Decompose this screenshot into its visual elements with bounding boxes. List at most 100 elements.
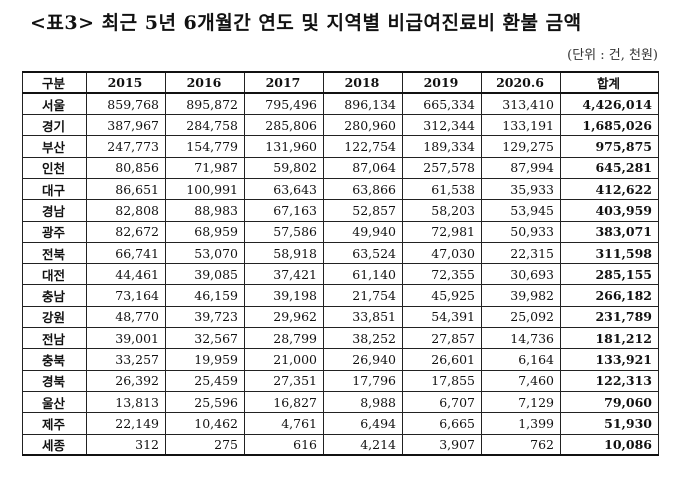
value-cell: 88,983 <box>165 199 245 222</box>
value-cell: 87,064 <box>323 156 403 179</box>
value-cell: 896,134 <box>323 92 403 116</box>
value-cell: 25,459 <box>165 369 245 392</box>
value-cell: 122,754 <box>323 135 403 158</box>
value-cell: 7,129 <box>481 390 561 414</box>
value-cell: 33,851 <box>323 305 403 329</box>
total-cell: 181,212 <box>560 327 659 350</box>
total-cell: 383,071 <box>560 220 659 243</box>
table-row: 울산 13,813 25,596 16,827 8,988 6,707 7,129 79,06… <box>22 390 659 414</box>
region-cell: 충남 <box>22 284 87 307</box>
value-cell: 27,351 <box>244 369 324 392</box>
table-row: 대구 86,651 100,991 63,643 63,866 61,538 35,933 4… <box>22 177 659 201</box>
value-cell: 275 <box>165 433 245 457</box>
value-cell: 21,754 <box>323 284 403 307</box>
region-cell: 경기 <box>22 114 87 137</box>
value-cell: 154,779 <box>165 135 245 158</box>
value-cell: 26,392 <box>86 369 166 392</box>
value-cell: 58,203 <box>402 199 482 222</box>
header-year-2017: 2017 <box>244 70 324 95</box>
table-row: 충북 33,257 19,959 21,000 26,940 26,601 6,164 133… <box>22 348 659 371</box>
region-cell: 강원 <box>22 305 87 329</box>
header-year-2018: 2018 <box>323 70 403 95</box>
value-cell: 247,773 <box>86 135 166 158</box>
value-cell: 4,214 <box>323 433 403 457</box>
value-cell: 10,462 <box>165 412 245 435</box>
table-row: 경북 26,392 25,459 27,351 17,796 17,855 7,460 122… <box>22 369 659 392</box>
value-cell: 46,159 <box>165 284 245 307</box>
region-cell: 충북 <box>22 348 87 371</box>
value-cell: 3,907 <box>402 433 482 457</box>
value-cell: 33,257 <box>86 348 166 371</box>
value-cell: 6,707 <box>402 390 482 414</box>
value-cell: 762 <box>481 433 561 457</box>
value-cell: 61,140 <box>323 263 403 286</box>
table-row: 광주 82,672 68,959 57,586 49,940 72,981 50,933 38… <box>22 220 659 243</box>
total-cell: 412,622 <box>560 177 659 201</box>
region-cell: 대전 <box>22 263 87 286</box>
value-cell: 47,030 <box>402 241 482 265</box>
value-cell: 17,796 <box>323 369 403 392</box>
value-cell: 1,399 <box>481 412 561 435</box>
table-body: 서울 859,768 895,872 795,496 896,134 665,334 313… <box>22 92 659 457</box>
region-cell: 부산 <box>22 135 87 158</box>
value-cell: 257,578 <box>402 156 482 179</box>
total-cell: 122,313 <box>560 369 659 392</box>
header-year-2015: 2015 <box>86 70 166 95</box>
value-cell: 48,770 <box>86 305 166 329</box>
value-cell: 39,198 <box>244 284 324 307</box>
value-cell: 87,994 <box>481 156 561 179</box>
value-cell: 285,806 <box>244 114 324 137</box>
region-cell: 울산 <box>22 390 87 414</box>
value-cell: 39,982 <box>481 284 561 307</box>
value-cell: 59,802 <box>244 156 324 179</box>
value-cell: 52,857 <box>323 199 403 222</box>
value-cell: 795,496 <box>244 92 324 116</box>
table-row: 제주 22,149 10,462 4,761 6,494 6,665 1,399 51,930 <box>22 412 659 435</box>
value-cell: 284,758 <box>165 114 245 137</box>
value-cell: 45,925 <box>402 284 482 307</box>
value-cell: 859,768 <box>86 92 166 116</box>
value-cell: 133,191 <box>481 114 561 137</box>
total-cell: 266,182 <box>560 284 659 307</box>
value-cell: 37,421 <box>244 263 324 286</box>
value-cell: 86,651 <box>86 177 166 201</box>
header-year-2019: 2019 <box>402 70 482 95</box>
value-cell: 4,761 <box>244 412 324 435</box>
region-cell: 제주 <box>22 412 87 435</box>
total-cell: 975,875 <box>560 135 659 158</box>
value-cell: 26,601 <box>402 348 482 371</box>
value-cell: 6,665 <box>402 412 482 435</box>
total-cell: 231,789 <box>560 305 659 329</box>
value-cell: 58,918 <box>244 241 324 265</box>
value-cell: 8,988 <box>323 390 403 414</box>
table-header-row: 구분 2015 2016 2017 2018 2019 2020.6 합계 <box>22 70 659 95</box>
value-cell: 72,981 <box>402 220 482 243</box>
value-cell: 280,960 <box>323 114 403 137</box>
table-row: 전남 39,001 32,567 28,799 38,252 27,857 14,736 18… <box>22 327 659 350</box>
value-cell: 25,092 <box>481 305 561 329</box>
value-cell: 26,940 <box>323 348 403 371</box>
value-cell: 6,164 <box>481 348 561 371</box>
value-cell: 63,866 <box>323 177 403 201</box>
value-cell: 39,085 <box>165 263 245 286</box>
header-total: 합계 <box>560 70 659 95</box>
value-cell: 80,856 <box>86 156 166 179</box>
value-cell: 54,391 <box>402 305 482 329</box>
value-cell: 82,808 <box>86 199 166 222</box>
value-cell: 895,872 <box>165 92 245 116</box>
value-cell: 387,967 <box>86 114 166 137</box>
value-cell: 312,344 <box>402 114 482 137</box>
value-cell: 73,164 <box>86 284 166 307</box>
document-title: <표3> 최근 5년 6개월간 연도 및 지역별 비급여진료비 환불 금액 <box>30 12 582 34</box>
table-row: 부산 247,773 154,779 131,960 122,754 189,334 129… <box>22 135 659 158</box>
value-cell: 29,962 <box>244 305 324 329</box>
total-cell: 645,281 <box>560 156 659 179</box>
region-cell: 전북 <box>22 241 87 265</box>
table-row: 대전 44,461 39,085 37,421 61,140 72,355 30,693 28… <box>22 263 659 286</box>
value-cell: 67,163 <box>244 199 324 222</box>
total-cell: 4,426,014 <box>560 92 659 116</box>
value-cell: 131,960 <box>244 135 324 158</box>
value-cell: 27,857 <box>402 327 482 350</box>
value-cell: 17,855 <box>402 369 482 392</box>
value-cell: 312 <box>86 433 166 457</box>
